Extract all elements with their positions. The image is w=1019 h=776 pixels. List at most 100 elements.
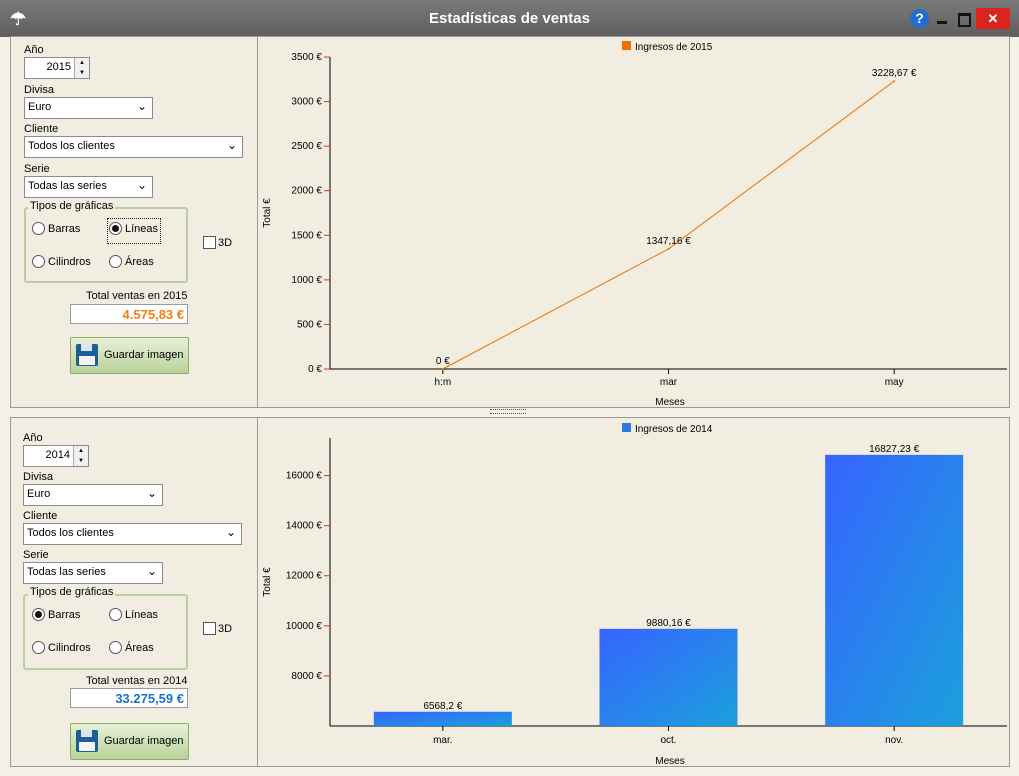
y-tick-label: 3500 € bbox=[291, 52, 322, 63]
client-select[interactable]: Todos los clientes ⌄ bbox=[24, 136, 243, 158]
currency-label: Divisa bbox=[24, 84, 54, 96]
checkbox-3d-label: 3D bbox=[218, 237, 233, 249]
bottom-controls-panel: Año 2014 ▲ ▼ Divisa Euro ⌄ Cliente Todos … bbox=[10, 417, 258, 767]
x-tick-label: h:m bbox=[434, 377, 451, 388]
legend-swatch bbox=[622, 423, 631, 432]
x-tick-label: oct. bbox=[660, 735, 676, 746]
y-tick-label: 1500 € bbox=[291, 230, 322, 241]
chevron-down-icon: ⌄ bbox=[136, 178, 147, 192]
radio-bars-label: Barras bbox=[48, 223, 81, 235]
data-label: 1347,16 € bbox=[646, 236, 691, 247]
radio-areas[interactable] bbox=[109, 641, 122, 654]
currency-select[interactable]: Euro ⌄ bbox=[24, 97, 153, 119]
y-tick-label: 12000 € bbox=[286, 571, 323, 582]
data-label: 0 € bbox=[436, 356, 450, 367]
checkbox-3d-label: 3D bbox=[218, 623, 233, 635]
x-axis-title: Meses bbox=[655, 397, 684, 407]
year-label: Año bbox=[24, 44, 44, 56]
bar bbox=[373, 711, 512, 726]
bottom-chart-panel: Ingresos de 2014 8000 € 10000 € 12000 € 1400… bbox=[257, 417, 1010, 767]
client-select[interactable]: Todos los clientes ⌄ bbox=[23, 523, 242, 545]
y-axis-title: Total € bbox=[262, 567, 273, 597]
y-tick-label: 14000 € bbox=[286, 521, 323, 532]
data-label: 3228,67 € bbox=[872, 68, 917, 79]
chart-types-group bbox=[23, 594, 188, 670]
bar-chart: Ingresos de 2014 8000 € 10000 € 12000 € 1400… bbox=[262, 423, 1007, 767]
top-controls-panel: Año 2015 ▲ ▼ Divisa Euro ⌄ Cliente Todos … bbox=[10, 36, 258, 408]
save-image-label: Guardar imagen bbox=[104, 735, 184, 747]
x-tick-label: may bbox=[885, 377, 904, 388]
total-sales-label: Total ventas en 2014 bbox=[86, 675, 188, 687]
radio-cylinders[interactable] bbox=[32, 255, 45, 268]
chevron-down-icon: ⌄ bbox=[226, 138, 237, 152]
series-value: Todas las series bbox=[28, 180, 107, 192]
chevron-down-icon: ⌄ bbox=[136, 99, 147, 113]
spinner-arrows-icon[interactable]: ▲ ▼ bbox=[74, 58, 89, 78]
radio-bars[interactable] bbox=[32, 608, 45, 621]
year-value: 2014 bbox=[45, 449, 70, 461]
radio-areas-label: Áreas bbox=[125, 256, 154, 268]
currency-select[interactable]: Euro ⌄ bbox=[23, 484, 163, 506]
radio-bars-label: Barras bbox=[48, 609, 81, 621]
chart-types-label: Tipos de gráficas bbox=[28, 586, 116, 598]
x-axis-title: Meses bbox=[655, 756, 684, 766]
radio-lines[interactable] bbox=[109, 222, 122, 235]
radio-lines[interactable] bbox=[109, 608, 122, 621]
save-image-button[interactable]: Guardar imagen bbox=[70, 723, 189, 760]
series-line bbox=[442, 80, 895, 370]
minimize-button[interactable] bbox=[937, 21, 947, 24]
y-tick-label: 2000 € bbox=[291, 186, 322, 197]
y-tick-label: 16000 € bbox=[286, 471, 323, 482]
total-sales-value: 33.275,59 € bbox=[70, 688, 188, 708]
data-label: 6568,2 € bbox=[423, 701, 462, 712]
app-logo-icon: ☂ bbox=[10, 9, 27, 29]
spinner-arrows-icon[interactable]: ▲ ▼ bbox=[73, 446, 88, 466]
close-button[interactable]: ✕ bbox=[976, 8, 1010, 29]
client-value: Todos los clientes bbox=[27, 527, 114, 539]
currency-value: Euro bbox=[27, 488, 51, 500]
maximize-button[interactable] bbox=[958, 13, 971, 27]
y-tick-label: 2500 € bbox=[291, 141, 322, 152]
floppy-disk-icon bbox=[76, 344, 98, 366]
currency-value: Euro bbox=[28, 101, 52, 113]
window-title: Estadísticas de ventas bbox=[429, 10, 590, 27]
radio-cylinders[interactable] bbox=[32, 641, 45, 654]
year-spinner[interactable]: 2015 ▲ ▼ bbox=[24, 57, 90, 79]
checkbox-3d[interactable] bbox=[203, 622, 216, 635]
y-tick-label: 10000 € bbox=[286, 621, 323, 632]
year-value: 2015 bbox=[46, 61, 71, 73]
radio-areas-label: Áreas bbox=[125, 642, 154, 654]
data-point bbox=[441, 368, 444, 370]
currency-label: Divisa bbox=[23, 471, 53, 483]
legend-label: Ingresos de 2015 bbox=[635, 42, 713, 53]
year-spinner[interactable]: 2014 ▲ ▼ bbox=[23, 445, 89, 467]
chart-types-label: Tipos de gráficas bbox=[28, 200, 116, 212]
data-point bbox=[667, 247, 670, 250]
bar bbox=[599, 628, 738, 726]
radio-lines-label: Líneas bbox=[125, 609, 159, 621]
y-axis-title: Total € bbox=[262, 198, 273, 228]
chevron-down-icon: ⌄ bbox=[146, 564, 157, 578]
checkbox-3d[interactable] bbox=[203, 236, 216, 249]
y-tick-label: 8000 € bbox=[291, 671, 322, 682]
total-sales-label: Total ventas en 2015 bbox=[86, 290, 188, 302]
series-label: Serie bbox=[24, 163, 50, 175]
x-tick-label: mar bbox=[660, 377, 678, 388]
save-image-button[interactable]: Guardar imagen bbox=[70, 337, 189, 374]
y-tick-label: 0 € bbox=[308, 364, 322, 375]
series-select[interactable]: Todas las series ⌄ bbox=[24, 176, 153, 198]
bar bbox=[825, 454, 964, 726]
y-tick-label: 1000 € bbox=[291, 275, 322, 286]
radio-lines-label: Líneas bbox=[125, 223, 159, 235]
panel-splitter-handle[interactable] bbox=[490, 409, 526, 414]
radio-bars[interactable] bbox=[32, 222, 45, 235]
data-label: 9880,16 € bbox=[646, 618, 691, 629]
help-button[interactable]: ? bbox=[910, 9, 929, 28]
year-label: Año bbox=[23, 432, 43, 444]
series-select[interactable]: Todas las series ⌄ bbox=[23, 562, 163, 584]
series-value: Todas las series bbox=[27, 566, 106, 578]
total-sales-value: 4.575,83 € bbox=[70, 304, 188, 324]
client-label: Cliente bbox=[24, 123, 59, 135]
radio-cylinders-label: Cilindros bbox=[48, 642, 91, 654]
radio-areas[interactable] bbox=[109, 255, 122, 268]
